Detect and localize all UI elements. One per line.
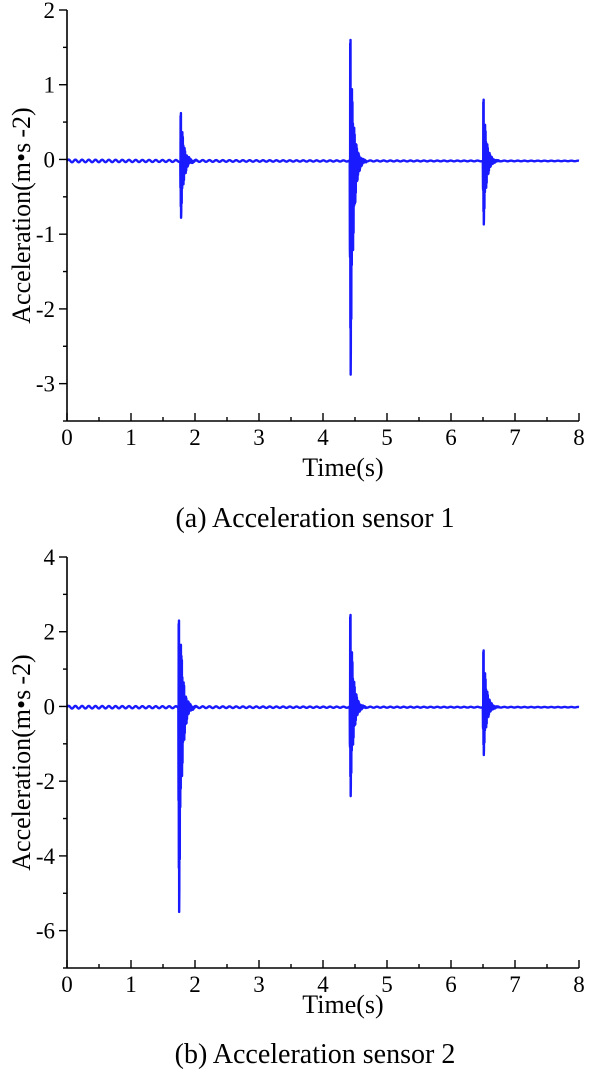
- y-tick-label: 2: [44, 620, 56, 645]
- x-tick-label: 5: [381, 972, 393, 997]
- y-axis-title: Acceleration(m•s -2): [7, 654, 36, 870]
- x-tick-label: 6: [445, 972, 457, 997]
- y-tick-label: 0: [44, 147, 56, 172]
- x-tick-label: 2: [189, 972, 201, 997]
- signal-line-sensor-1: [65, 38, 581, 376]
- x-tick-label: 0: [61, 972, 73, 997]
- x-tick-label: 7: [509, 972, 521, 997]
- x-tick-label: 0: [61, 425, 73, 450]
- y-tick-label: -4: [36, 844, 56, 869]
- x-tick-label: 7: [509, 425, 521, 450]
- y-tick-label: 4: [44, 545, 56, 570]
- y-tick-label: 1: [44, 73, 56, 98]
- x-tick-label: 8: [573, 972, 585, 997]
- x-tick-label: 3: [253, 425, 265, 450]
- x-axis-title: Time(s): [302, 453, 383, 482]
- x-tick-label: 6: [445, 425, 457, 450]
- x-tick-label: 3: [253, 972, 265, 997]
- chart-caption: (a) Acceleration sensor 1: [175, 503, 454, 534]
- y-tick-label: -1: [36, 222, 55, 247]
- chart-caption: (b) Acceleration sensor 2: [175, 1039, 456, 1070]
- signal-line-sensor-2: [65, 613, 581, 914]
- y-tick-label: -6: [36, 919, 55, 944]
- x-tick-label: 5: [381, 425, 393, 450]
- chart-sensor-1: 0 1 2 3 4 5 6 7 8 2 1 0 -1 -2 -3 Time(s) Acceleration(m•…: [7, 0, 585, 534]
- chart-sensor-2: 0 1 2 3 4 5 6 7 8 4 2 0 -2 -4 -6 Time(s) Acceleration(m•…: [7, 545, 585, 1070]
- x-tick-label: 4: [317, 425, 329, 450]
- x-tick-label: 8: [573, 425, 585, 450]
- x-tick-label: 1: [125, 425, 137, 450]
- x-axis-title: Time(s): [302, 990, 383, 1019]
- y-tick-label: -3: [36, 372, 55, 397]
- y-tick-label: -2: [36, 769, 55, 794]
- x-tick-label: 4: [317, 972, 329, 997]
- y-axis-title: Acceleration(m•s -2): [7, 107, 36, 323]
- y-tick-label: 2: [44, 0, 56, 23]
- x-tick-label: 1: [125, 972, 137, 997]
- y-tick-label: -2: [36, 297, 55, 322]
- y-tick-label: 0: [44, 694, 56, 719]
- x-tick-label: 2: [189, 425, 201, 450]
